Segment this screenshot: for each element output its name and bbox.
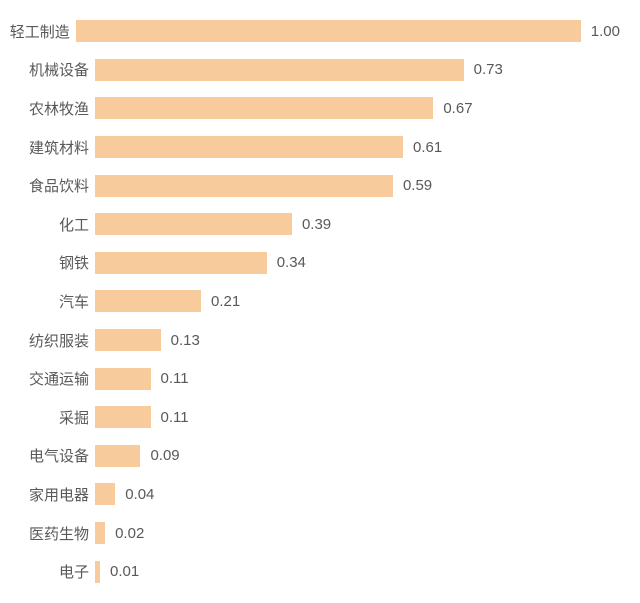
value-label: 0.11 — [161, 409, 189, 426]
value-label: 0.59 — [403, 177, 432, 194]
bar-track: 0.11 — [95, 359, 620, 398]
bar-row: 交通运输 0.11 — [0, 359, 620, 398]
bar-track: 1.00 — [76, 12, 620, 51]
category-label: 交通运输 — [0, 368, 95, 389]
bar — [95, 522, 105, 544]
bar-row: 电子 0.01 — [0, 552, 620, 591]
value-label: 0.13 — [171, 332, 200, 349]
category-label: 农林牧渔 — [0, 98, 95, 119]
bar-track: 0.04 — [95, 475, 620, 514]
bar-track: 0.11 — [95, 398, 620, 437]
bar-row: 建筑材料 0.61 — [0, 128, 620, 167]
bar-track: 0.59 — [95, 166, 620, 205]
value-label: 0.67 — [443, 100, 472, 117]
bar — [95, 136, 403, 158]
bar — [95, 97, 433, 119]
bar — [95, 59, 464, 81]
bar-track: 0.61 — [95, 128, 620, 167]
bar-row: 农林牧渔 0.67 — [0, 89, 620, 128]
value-label: 0.02 — [115, 525, 144, 542]
bar-track: 0.09 — [95, 437, 620, 476]
category-label: 轻工制造 — [0, 21, 76, 42]
bar-row: 轻工制造 1.00 — [0, 12, 620, 51]
bar-track: 0.73 — [95, 51, 620, 90]
bar-track: 0.02 — [95, 514, 620, 553]
bar — [95, 213, 292, 235]
category-label: 纺织服装 — [0, 330, 95, 351]
bar-row: 家用电器 0.04 — [0, 475, 620, 514]
bar-track: 0.39 — [95, 205, 620, 244]
value-label: 0.73 — [474, 61, 503, 78]
category-label: 钢铁 — [0, 252, 95, 273]
bar — [76, 20, 581, 42]
bar — [95, 252, 267, 274]
bar-track: 0.67 — [95, 89, 620, 128]
value-label: 0.61 — [413, 139, 442, 156]
bar-track: 0.01 — [95, 552, 620, 591]
bar — [95, 406, 151, 428]
bar-row: 机械设备 0.73 — [0, 51, 620, 90]
bar — [95, 175, 393, 197]
bar-row: 化工 0.39 — [0, 205, 620, 244]
bar-row: 医药生物 0.02 — [0, 514, 620, 553]
value-label: 0.34 — [277, 254, 306, 271]
bar-row: 纺织服装 0.13 — [0, 321, 620, 360]
bar-track: 0.21 — [95, 282, 620, 321]
bar-row: 钢铁 0.34 — [0, 244, 620, 283]
category-label: 建筑材料 — [0, 137, 95, 158]
category-label: 汽车 — [0, 291, 95, 312]
value-label: 1.00 — [591, 23, 620, 40]
bar — [95, 445, 140, 467]
bar-track: 0.13 — [95, 321, 620, 360]
bar-row: 食品饮料 0.59 — [0, 166, 620, 205]
bar — [95, 329, 161, 351]
bar — [95, 561, 100, 583]
bar — [95, 368, 151, 390]
value-label: 0.09 — [150, 447, 179, 464]
category-label: 采掘 — [0, 407, 95, 428]
value-label: 0.04 — [125, 486, 154, 503]
bar-row: 汽车 0.21 — [0, 282, 620, 321]
bar — [95, 290, 201, 312]
category-label: 医药生物 — [0, 523, 95, 544]
bar-row: 电气设备 0.09 — [0, 437, 620, 476]
category-label: 化工 — [0, 214, 95, 235]
bar-track: 0.34 — [95, 244, 620, 283]
value-label: 0.01 — [110, 563, 139, 580]
category-label: 电气设备 — [0, 445, 95, 466]
value-label: 0.21 — [211, 293, 240, 310]
category-label: 机械设备 — [0, 59, 95, 80]
value-label: 0.11 — [161, 370, 189, 387]
bar-row: 采掘 0.11 — [0, 398, 620, 437]
category-label: 电子 — [0, 561, 95, 582]
horizontal-bar-chart: 轻工制造 1.00 机械设备 0.73 农林牧渔 0.67 建筑材料 0.61 食品饮料 0.59… — [0, 0, 640, 603]
category-label: 家用电器 — [0, 484, 95, 505]
bar — [95, 483, 115, 505]
category-label: 食品饮料 — [0, 175, 95, 196]
value-label: 0.39 — [302, 216, 331, 233]
